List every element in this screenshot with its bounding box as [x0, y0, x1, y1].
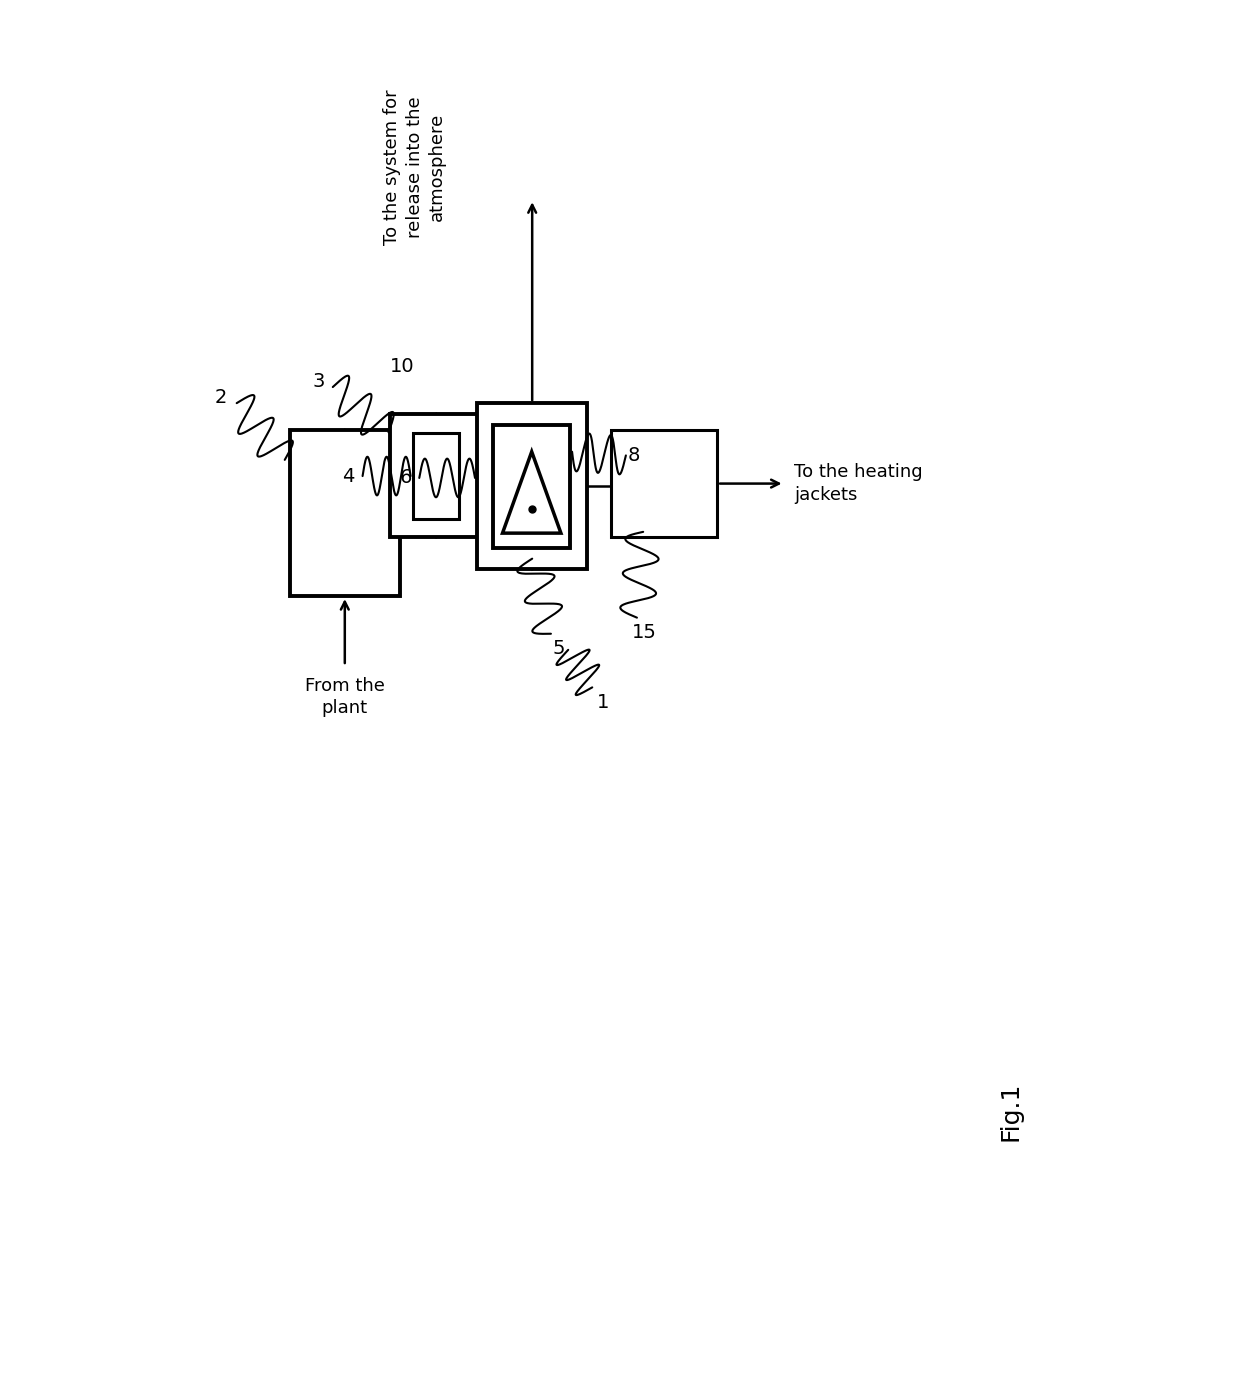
Text: To the system for
release into the
atmosphere: To the system for release into the atmos… — [383, 89, 445, 245]
Text: 5: 5 — [553, 639, 565, 657]
Bar — [290, 430, 401, 596]
Text: 4: 4 — [342, 467, 355, 486]
Bar — [611, 430, 717, 538]
Text: 1: 1 — [596, 692, 609, 712]
Text: 6: 6 — [399, 468, 412, 488]
Text: 8: 8 — [627, 446, 640, 465]
Text: From the
plant: From the plant — [305, 677, 384, 717]
Text: To the heating
jackets: To the heating jackets — [794, 464, 923, 504]
Bar — [413, 433, 459, 520]
Text: 15: 15 — [632, 623, 657, 642]
Bar — [494, 425, 570, 547]
Text: 10: 10 — [389, 358, 414, 376]
Bar — [391, 414, 481, 538]
Text: 3: 3 — [312, 372, 325, 391]
Polygon shape — [502, 451, 560, 534]
Text: 2: 2 — [215, 389, 227, 407]
Text: Fig.1: Fig.1 — [998, 1081, 1022, 1141]
Bar — [477, 403, 588, 570]
